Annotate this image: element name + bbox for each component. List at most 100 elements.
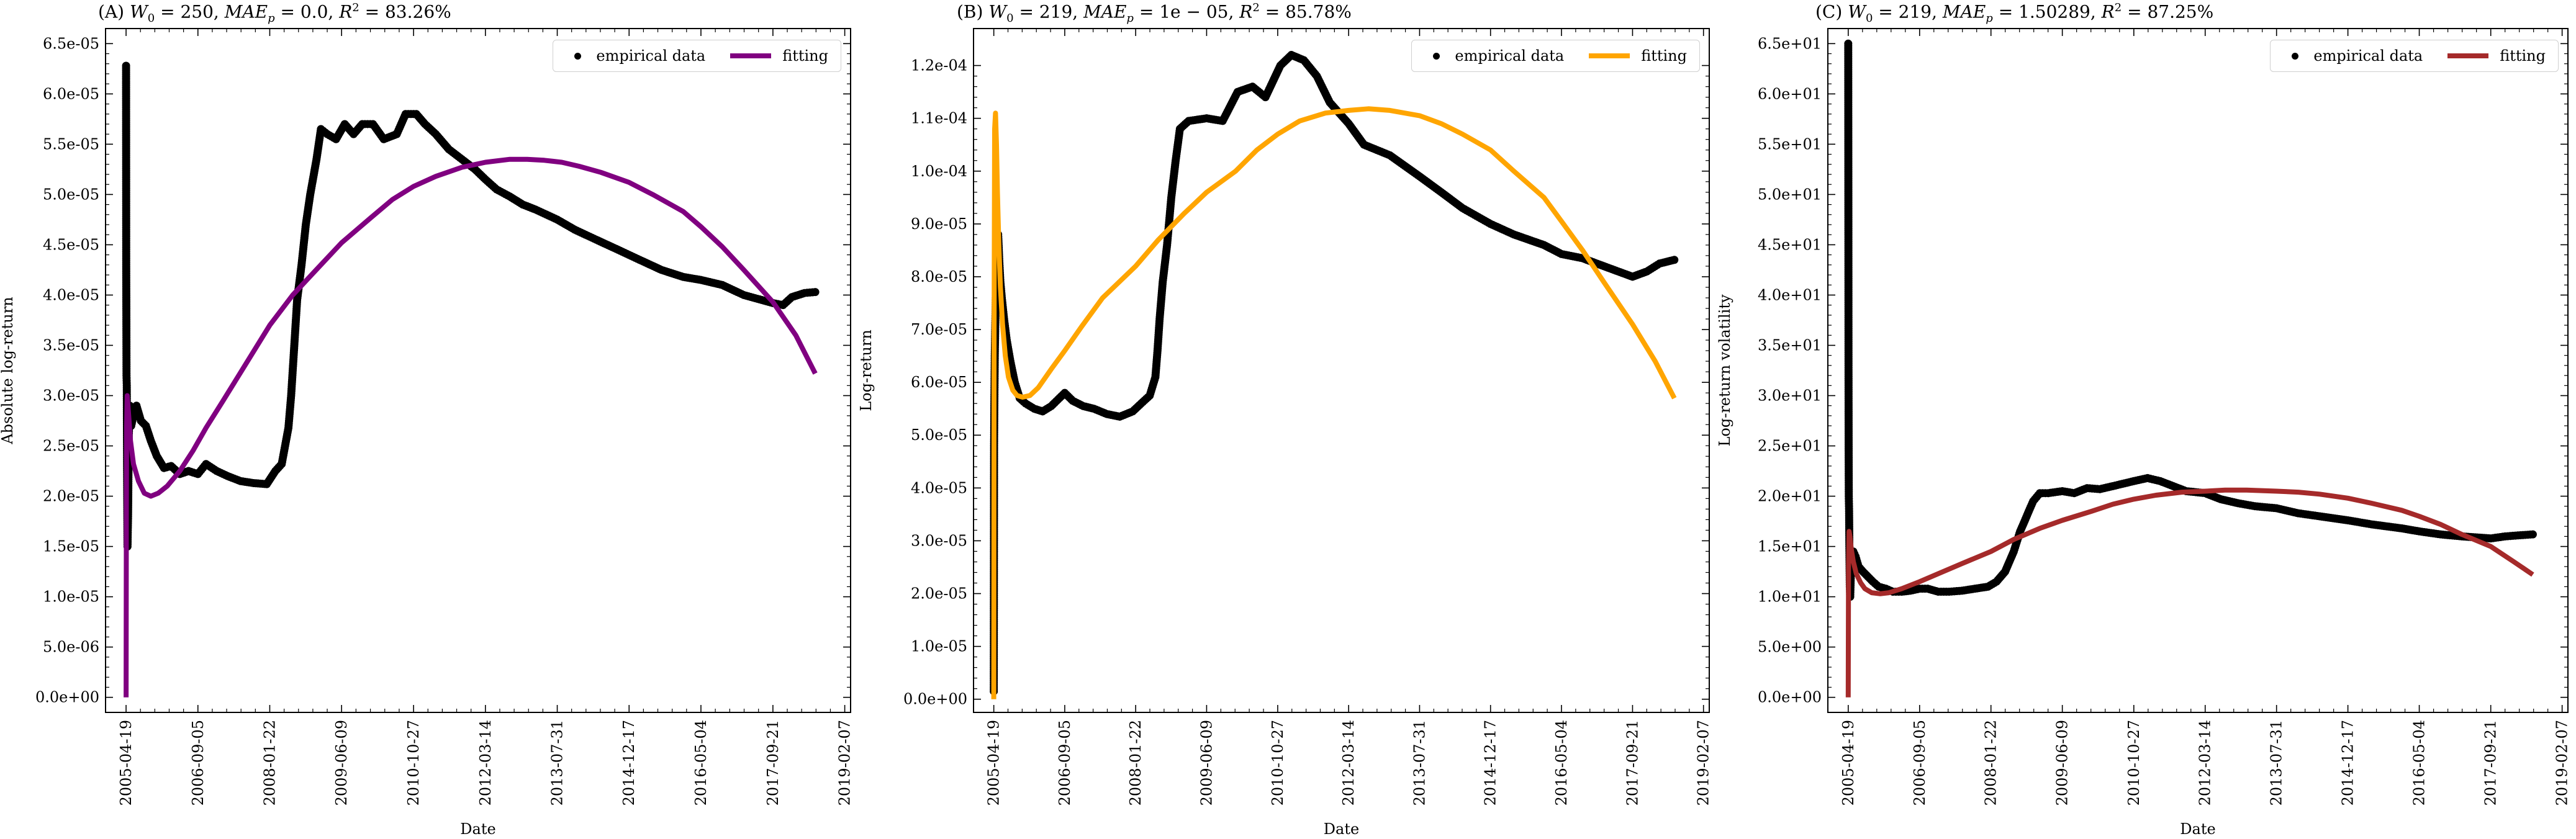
y-tick-label: 1.0e-04 xyxy=(911,163,967,180)
plot-frame xyxy=(973,28,1710,713)
x-tick-label: 2012-03-14 xyxy=(2197,720,2214,805)
title-part: R xyxy=(1239,1,1253,22)
legend-label-empirical: empirical data xyxy=(596,47,706,65)
chart-panel-c: (C) W0 = 219, MAEp = 1.50289, R2 = 87.25… xyxy=(1716,0,2576,839)
title-part: = 85.78% xyxy=(1259,1,1352,22)
fitting-line xyxy=(124,156,818,698)
title-part: = 219, xyxy=(1873,1,1943,22)
legend: empirical data fitting xyxy=(553,40,841,72)
x-tick-label: 2012-03-14 xyxy=(1340,720,1357,805)
title-part: MAE xyxy=(224,1,268,22)
title-part: p xyxy=(1986,11,1993,25)
y-tick-label: 2.0e+01 xyxy=(1758,488,1822,505)
y-tick-label: 5.0e-06 xyxy=(43,639,99,656)
y-tick-label: 0.0e+00 xyxy=(1758,689,1822,706)
title-part: MAE xyxy=(1083,1,1127,22)
y-tick-label: 5.0e+00 xyxy=(1758,639,1822,656)
title-part: W xyxy=(1848,1,1866,22)
y-tick-label: 5.5e+01 xyxy=(1758,135,1822,153)
title-part: = 250, xyxy=(155,1,225,22)
x-tick-label: 2006-09-05 xyxy=(1056,720,1073,805)
y-tick-label: 6.0e-05 xyxy=(911,374,967,391)
panel-title: (C) W0 = 219, MAEp = 1.50289, R2 = 87.25… xyxy=(1815,1,2213,25)
title-part: MAE xyxy=(1942,1,1986,22)
y-tick-label: 3.5e-05 xyxy=(43,336,99,354)
x-tick-label: 2009-06-09 xyxy=(2054,720,2071,805)
legend-label-empirical: empirical data xyxy=(2313,47,2423,65)
legend: empirical data fitting xyxy=(1411,40,1700,72)
chart-panel-b: (B) W0 = 219, MAEp = 1e − 05, R2 = 85.78… xyxy=(857,0,1717,839)
y-tick-label: 1.5e-05 xyxy=(43,538,99,555)
x-tick-label: 2008-01-22 xyxy=(261,720,278,805)
legend-label-fitting: fitting xyxy=(782,47,828,65)
panel-title: (B) W0 = 219, MAEp = 1e − 05, R2 = 85.78… xyxy=(957,1,1352,25)
legend-marker-fitting xyxy=(1589,53,1630,58)
x-tick-label: 2013-07-31 xyxy=(1411,720,1428,805)
title-part: 2 xyxy=(1252,1,1260,14)
x-tick-label: 2013-07-31 xyxy=(549,720,566,805)
x-tick-label: 2016-05-04 xyxy=(692,720,710,805)
legend-marker-empirical xyxy=(1433,52,1440,60)
x-tick-label: 2008-01-22 xyxy=(1982,720,2000,805)
x-tick-label: 2005-04-19 xyxy=(985,720,1003,805)
x-tick-label: 2014-12-17 xyxy=(2339,720,2357,805)
chart-panel-a: (A) W0 = 250, MAEp = 0.0, R2 = 83.26% 0.0… xyxy=(0,0,859,839)
legend-marker-empirical xyxy=(574,52,582,60)
y-tick-label: 2.5e-05 xyxy=(43,437,99,455)
plot-frame xyxy=(1827,28,2569,713)
x-tick-label: 2010-10-27 xyxy=(2125,720,2143,805)
legend-marker-fitting xyxy=(2447,53,2489,58)
title-part: W xyxy=(988,1,1007,22)
y-tick-label: 1.0e+01 xyxy=(1758,588,1822,606)
x-tick-label: 2013-07-31 xyxy=(2268,720,2285,805)
chart-svg: 0.0e+00 5.0e+00 1.0e+01 1.5e+01 2.0e+01 2.5e+… xyxy=(1716,28,2571,838)
title-part: R xyxy=(2101,1,2115,22)
title-part: = 87.25% xyxy=(2122,1,2214,22)
x-tick-label: 2005-04-19 xyxy=(117,720,135,805)
legend-label-empirical: empirical data xyxy=(1455,47,1565,65)
y-tick-label: 1.0e-05 xyxy=(911,638,967,655)
y-tick-label: 3.0e-05 xyxy=(911,532,967,549)
title-part: = 0.0, xyxy=(274,1,340,22)
x-tick-label: 2012-03-14 xyxy=(477,720,494,805)
y-tick-label: 6.5e+01 xyxy=(1758,35,1822,52)
y-tick-label: 4.5e-05 xyxy=(43,236,99,253)
title-part: 0 xyxy=(1006,11,1014,25)
chart-svg: 0.0e+00 1.0e-05 2.0e-05 3.0e-05 4.0e-05 5.0e-… xyxy=(857,28,1712,838)
y-tick-label: 4.0e-05 xyxy=(911,479,967,496)
y-tick-label: 1.0e-05 xyxy=(43,588,99,606)
x-tick-label: 2014-12-17 xyxy=(1482,720,1499,805)
title-part: 0 xyxy=(147,11,155,25)
legend: empirical data fitting xyxy=(2270,40,2559,72)
title-part: p xyxy=(1126,11,1134,25)
x-tick-label: 2014-12-17 xyxy=(620,720,638,805)
y-tick-label: 1.1e-04 xyxy=(911,110,967,127)
y-tick-label: 4.5e+01 xyxy=(1758,236,1822,253)
title-part: R xyxy=(339,1,353,22)
chart-svg: 0.0e+00 5.0e-06 1.0e-05 1.5e-05 2.0e-05 2.5e-… xyxy=(0,28,854,838)
y-tick-label: 3.0e-05 xyxy=(43,387,99,405)
title-part: (C) xyxy=(1815,1,1848,22)
title-part: = 1.50289, xyxy=(1992,1,2102,22)
x-axis-label: Date xyxy=(2180,820,2215,838)
title-part: W xyxy=(129,1,148,22)
legend-marker-empirical xyxy=(2292,52,2299,60)
y-tick-label: 6.0e+01 xyxy=(1758,85,1822,102)
title-part: (A) xyxy=(98,1,130,22)
y-tick-label: 0.0e+00 xyxy=(35,689,99,706)
x-tick-label: 2009-06-09 xyxy=(1198,720,1215,805)
x-tick-label: 2019-02-07 xyxy=(836,720,854,805)
y-axis-label: Absolute log-return xyxy=(0,297,16,444)
y-tick-label: 8.0e-05 xyxy=(911,268,967,285)
y-tick-label: 9.0e-05 xyxy=(911,215,967,233)
y-tick-label: 1.5e+01 xyxy=(1758,538,1822,555)
x-tick-label: 2008-01-22 xyxy=(1127,720,1144,805)
title-part: 2 xyxy=(2114,1,2122,14)
y-tick-label: 2.0e-05 xyxy=(911,585,967,603)
y-tick-label: 1.2e-04 xyxy=(911,57,967,74)
x-tick-label: 2019-02-07 xyxy=(2554,720,2571,805)
y-tick-label: 5.5e-05 xyxy=(43,135,99,153)
y-axis-label: Log-return xyxy=(857,330,875,411)
x-tick-label: 2010-10-27 xyxy=(1269,720,1286,805)
x-tick-label: 2016-05-04 xyxy=(1553,720,1570,805)
